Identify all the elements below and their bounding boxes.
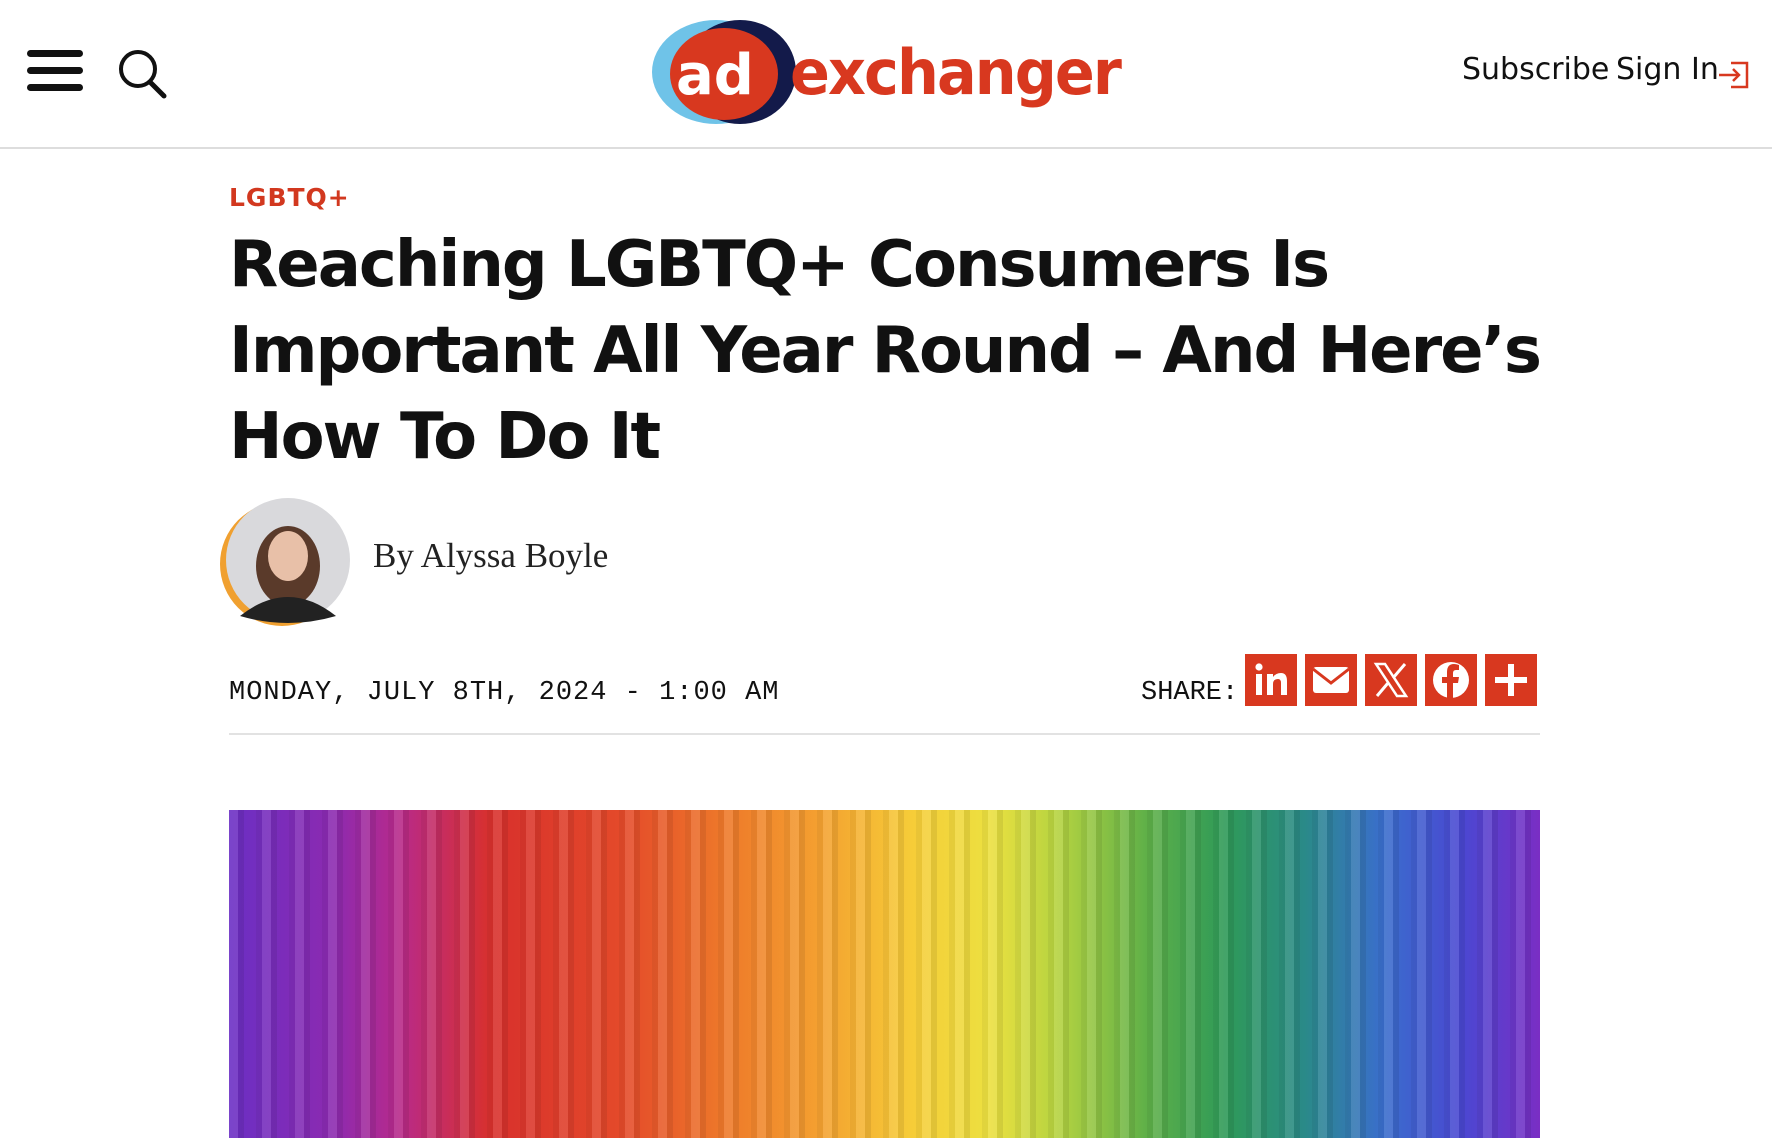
hero-image xyxy=(229,810,1540,1138)
logo[interactable]: ad exchanger xyxy=(648,16,1128,128)
article-title: How To Do It xyxy=(229,400,661,474)
category-tag[interactable]: LGBTQ+ xyxy=(229,183,350,212)
article-title: Important All Year Round – And Here’s xyxy=(229,314,1542,388)
sign-in-link[interactable]: Sign In xyxy=(1616,52,1719,87)
share-facebook[interactable] xyxy=(1425,654,1477,706)
logo-ad: ad xyxy=(676,43,754,108)
subscribe-link[interactable]: Subscribe xyxy=(1462,52,1610,87)
menu-button[interactable] xyxy=(27,50,83,92)
article-title: Reaching LGBTQ+ Consumers Is xyxy=(229,228,1330,302)
sign-in-icon[interactable] xyxy=(1717,60,1751,90)
share-email[interactable] xyxy=(1305,654,1357,706)
logo-exchanger: exchanger xyxy=(790,36,1122,109)
site-header: ad exchanger Subscribe Sign In xyxy=(0,0,1772,149)
publish-date: MONDAY, JULY 8TH, 2024 - 1:00 AM xyxy=(229,678,780,708)
search-button[interactable] xyxy=(116,48,168,100)
share-label: SHARE: xyxy=(1141,678,1239,708)
divider xyxy=(229,733,1540,735)
share-x[interactable] xyxy=(1365,654,1417,706)
byline[interactable]: By Alyssa Boyle xyxy=(373,536,609,575)
author-avatar[interactable] xyxy=(220,498,352,630)
share-linkedin[interactable] xyxy=(1245,654,1297,706)
share-more[interactable] xyxy=(1485,654,1537,706)
